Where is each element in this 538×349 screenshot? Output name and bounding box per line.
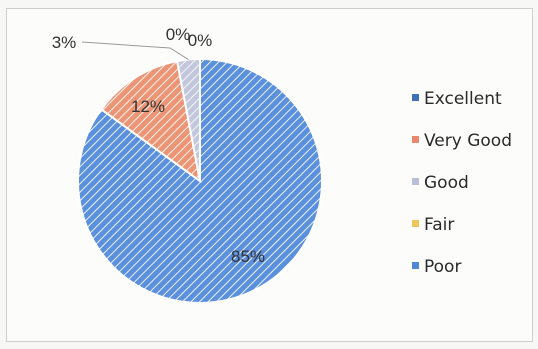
pie-slice-very-good: [99, 59, 202, 184]
slice-label-poor: 85%: [231, 247, 265, 266]
legend-label-fair: Fair: [424, 215, 454, 235]
slice-label-excellent: 0%: [166, 25, 191, 44]
legend-label-good: Good: [424, 173, 469, 193]
legend-label-excellent: Excellent: [424, 89, 502, 109]
legend-swatch-good: [412, 178, 419, 185]
slice-label-very-good: 12%: [131, 97, 165, 116]
legend-label-very-good: Very Good: [424, 131, 512, 151]
legend-swatch-fair: [412, 220, 419, 227]
legend-swatch-very-good: [412, 136, 419, 143]
legend-label-poor: Poor: [424, 257, 461, 277]
slice-label-good: 3%: [52, 33, 77, 52]
leader-line-good: [81, 41, 189, 60]
legend-swatch-poor: [412, 262, 419, 269]
slice-label-fair: 0%: [188, 31, 213, 50]
legend-swatch-excellent: [412, 94, 419, 101]
